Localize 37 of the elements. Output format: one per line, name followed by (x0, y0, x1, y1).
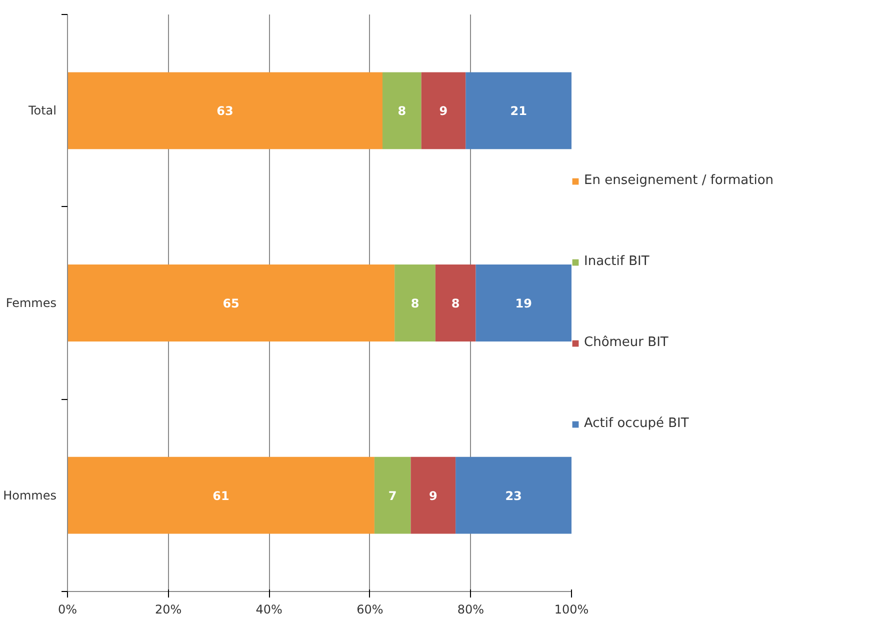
bar (466, 72, 572, 150)
bar (394, 264, 436, 342)
y-tick-label: Femmes (6, 296, 57, 310)
data-label: 61 (212, 488, 230, 503)
x-tick-label: 0% (58, 602, 78, 616)
legend-label: Inactif BIT (584, 254, 650, 269)
x-tick-label: 80% (457, 602, 484, 616)
data-label: 8 (410, 296, 420, 310)
data-label: 8 (451, 296, 460, 310)
legend-label: En enseignement / formation (584, 173, 774, 188)
bar (68, 264, 395, 342)
data-label: 65 (222, 296, 240, 310)
bar (382, 72, 422, 150)
data-label: 8 (398, 104, 406, 118)
bar (476, 264, 572, 342)
x-tick-label: 40% (256, 602, 282, 616)
data-label: 9 (428, 488, 438, 503)
x-tick-label: 20% (154, 602, 182, 616)
y-tick-label: Total (27, 104, 57, 118)
legend-label: Chômeur BIT (584, 335, 668, 350)
y-tick-label: Hommes (3, 488, 57, 502)
bar (68, 72, 382, 150)
data-label: 63 (216, 104, 234, 118)
bar (421, 72, 466, 150)
legend-label: Actif occupé BIT (584, 416, 689, 431)
data-label: 9 (439, 104, 448, 118)
data-label: 23 (505, 488, 522, 503)
data-label: 7 (388, 488, 397, 503)
bar (68, 456, 374, 534)
x-tick-label: 100% (554, 602, 589, 616)
bar (374, 456, 411, 534)
bar (410, 456, 456, 534)
bar (456, 456, 572, 534)
x-tick-label: 60% (356, 602, 384, 616)
data-label: 19 (515, 296, 532, 310)
bar (435, 264, 476, 342)
data-label: 21 (510, 104, 527, 118)
